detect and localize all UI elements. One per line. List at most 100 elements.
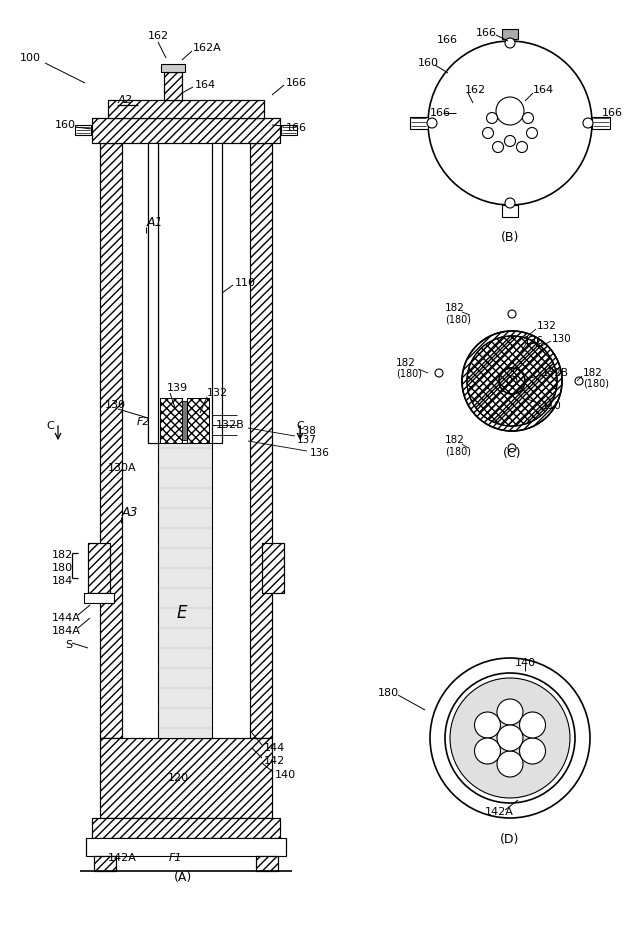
Circle shape: [474, 738, 500, 764]
Circle shape: [497, 725, 523, 751]
Circle shape: [520, 712, 545, 738]
Bar: [502, 205, 518, 217]
Text: (180): (180): [396, 369, 422, 379]
Bar: [92, 118, 280, 143]
Text: 139: 139: [167, 383, 188, 393]
Circle shape: [575, 377, 583, 385]
Circle shape: [428, 41, 592, 205]
Circle shape: [508, 310, 516, 318]
Text: C: C: [296, 421, 304, 431]
Circle shape: [497, 751, 523, 777]
Bar: [256, 856, 278, 871]
Text: 142: 142: [264, 756, 285, 766]
Circle shape: [522, 113, 534, 123]
Circle shape: [527, 128, 538, 138]
Text: 162: 162: [465, 85, 486, 95]
Bar: [212, 143, 222, 443]
Circle shape: [499, 368, 525, 394]
Circle shape: [435, 369, 443, 377]
Bar: [187, 398, 209, 443]
Text: 164: 164: [195, 80, 216, 90]
Text: (180): (180): [445, 314, 471, 324]
Text: 166: 166: [286, 78, 307, 88]
Text: 110: 110: [542, 401, 562, 411]
Text: F2: F2: [137, 417, 150, 427]
Bar: [92, 818, 280, 838]
Text: 140: 140: [515, 658, 536, 668]
Bar: [250, 143, 272, 738]
Circle shape: [462, 331, 562, 431]
Text: (180): (180): [445, 446, 471, 456]
Bar: [88, 543, 110, 593]
Bar: [100, 143, 122, 738]
Text: 140: 140: [275, 770, 296, 780]
Bar: [182, 401, 187, 440]
Bar: [100, 738, 272, 818]
Bar: [164, 72, 182, 100]
Bar: [94, 856, 116, 871]
Circle shape: [583, 118, 593, 128]
Text: 136: 136: [524, 336, 544, 346]
Bar: [94, 856, 116, 871]
Text: A2: A2: [118, 95, 132, 105]
Bar: [410, 117, 428, 129]
Text: 142A: 142A: [108, 853, 136, 863]
Text: 130: 130: [552, 334, 572, 344]
Circle shape: [505, 198, 515, 208]
Bar: [108, 100, 264, 118]
Bar: [160, 398, 182, 443]
Text: 130A: 130A: [108, 463, 136, 473]
Circle shape: [507, 376, 517, 386]
Bar: [108, 100, 264, 118]
Bar: [92, 818, 280, 838]
Circle shape: [497, 699, 523, 725]
Text: 100: 100: [20, 53, 41, 63]
Circle shape: [516, 142, 527, 152]
Text: S: S: [65, 640, 72, 650]
Circle shape: [493, 142, 504, 152]
Text: 120: 120: [168, 773, 189, 783]
Text: 166: 166: [286, 123, 307, 133]
Circle shape: [508, 444, 516, 452]
Text: 130: 130: [105, 400, 126, 410]
Text: 137: 137: [297, 435, 317, 445]
Text: 160: 160: [418, 58, 439, 68]
Text: 182: 182: [445, 435, 465, 445]
Bar: [100, 143, 122, 738]
Text: E: E: [177, 604, 188, 622]
Text: 182: 182: [445, 303, 465, 313]
Text: 142A: 142A: [485, 807, 514, 817]
Bar: [256, 856, 278, 871]
Circle shape: [467, 336, 557, 426]
Text: 180: 180: [378, 688, 399, 698]
Bar: [148, 143, 158, 443]
Text: C: C: [46, 421, 54, 431]
Text: 132B: 132B: [216, 420, 244, 430]
Text: 144A: 144A: [52, 613, 81, 623]
Text: 132B: 132B: [542, 368, 569, 378]
Text: F1: F1: [168, 853, 182, 863]
Text: 160: 160: [55, 120, 76, 130]
Text: (180): (180): [583, 379, 609, 389]
Text: A3: A3: [122, 507, 138, 520]
Text: 162A: 162A: [193, 43, 221, 53]
Text: 184: 184: [52, 576, 73, 586]
Bar: [92, 118, 280, 143]
Bar: [164, 72, 182, 100]
Circle shape: [445, 673, 575, 803]
Text: (B): (B): [501, 230, 519, 244]
Bar: [158, 443, 212, 738]
Text: 132: 132: [537, 321, 557, 331]
Text: 110: 110: [235, 278, 256, 288]
Text: 138: 138: [297, 426, 317, 436]
Text: 166: 166: [437, 35, 458, 45]
Text: 182: 182: [396, 358, 416, 368]
Bar: [160, 398, 182, 443]
Circle shape: [474, 712, 500, 738]
Text: 166: 166: [476, 28, 497, 38]
Circle shape: [450, 678, 570, 798]
Circle shape: [504, 135, 515, 146]
Text: A1: A1: [147, 216, 163, 230]
Circle shape: [430, 658, 590, 818]
Bar: [148, 143, 158, 443]
